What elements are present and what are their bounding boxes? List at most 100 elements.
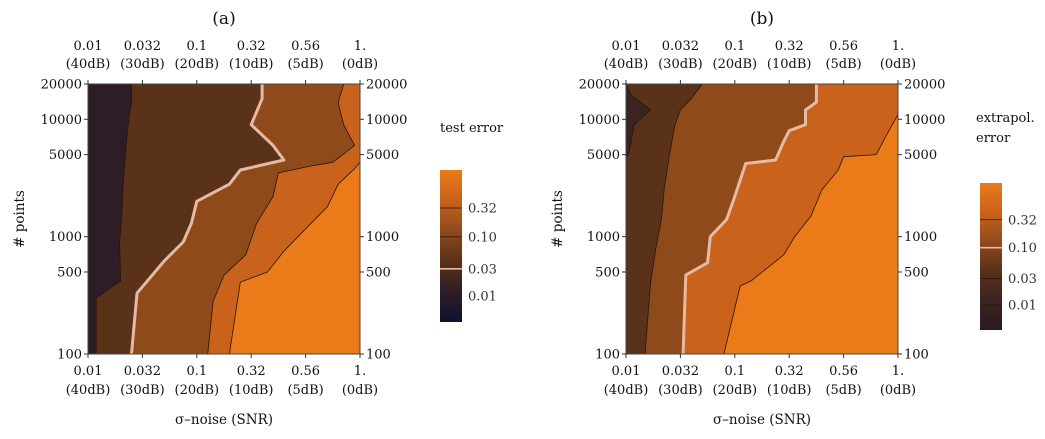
y-tick-label-left: 10000 <box>41 113 82 128</box>
x-tick-label-bottom: 1. <box>892 364 904 379</box>
contour-region <box>626 84 703 354</box>
x-tick-label-bottom: (0dB) <box>880 383 916 398</box>
x-tick-label-top: (5dB) <box>287 57 323 72</box>
y-tick-label-left: 1000 <box>587 230 620 245</box>
x-tick-label-top: (20dB) <box>713 57 758 72</box>
y-axis-title: # points <box>550 190 566 248</box>
x-tick-label-top: (10dB) <box>229 57 274 72</box>
panel-a: (a) 0.01 (40dB) 0.032 (30dB) 0.1 (20dB) 0.32 (10… <box>12 9 504 428</box>
x-tick-label-top: 0.032 <box>662 39 699 54</box>
plot-frame <box>625 83 899 355</box>
x-tick-label-bottom: 1. <box>354 364 366 379</box>
y-axis-title: # points <box>12 190 28 248</box>
x-tick-label-bottom: (5dB) <box>287 383 323 398</box>
x-tick-label-bottom: (40dB) <box>66 383 111 398</box>
x-tick-label-bottom: (10dB) <box>229 383 274 398</box>
colorbar: 0.32 0.10 0.03 0.01 extrapol. error <box>976 111 1037 330</box>
x-tick-label-top: (5dB) <box>825 57 861 72</box>
x-tick-label-top: (20dB) <box>175 57 220 72</box>
x-tick-label-bottom: (0dB) <box>342 383 378 398</box>
x-tick-label-bottom: 0.032 <box>662 364 699 379</box>
x-tick-label-top: 1. <box>354 39 366 54</box>
panel-label: (b) <box>750 9 774 29</box>
y-tick-label-left: 100 <box>57 348 82 363</box>
colorbar-bar <box>980 183 1002 330</box>
y-tick-label-left: 5000 <box>587 148 620 163</box>
contour-line <box>207 84 355 354</box>
x-tick-label-bottom: 0.1 <box>724 364 745 379</box>
colorbar-tick-label: 0.01 <box>1008 299 1037 314</box>
contour-line <box>723 114 898 354</box>
x-tick-label-top: 0.32 <box>775 39 804 54</box>
contour-line-highlighted <box>130 84 286 354</box>
x-tick-label-top: (0dB) <box>880 57 916 72</box>
contour-line <box>229 162 360 354</box>
contour-plot <box>626 84 898 354</box>
x-tick-label-bottom: (40dB) <box>604 383 649 398</box>
y-tick-label-right: 20000 <box>904 78 945 93</box>
x-tick-label-top: (40dB) <box>604 57 649 72</box>
x-tick-label-bottom: 0.1 <box>186 364 207 379</box>
contour-line <box>644 84 703 354</box>
x-tick-label-bottom: (10dB) <box>767 383 812 398</box>
x-tick-label-bottom: 0.032 <box>124 364 161 379</box>
colorbar-tick-label: 0.03 <box>468 262 497 277</box>
y-tick-label-left: 5000 <box>49 148 82 163</box>
colorbar-tick-label: 0.01 <box>468 290 497 305</box>
y-tick-label-right: 1000 <box>366 230 399 245</box>
x-tick-label-bottom: (5dB) <box>825 383 861 398</box>
y-tick-label-right: 1000 <box>904 230 937 245</box>
y-tick-label-left: 1000 <box>49 230 82 245</box>
y-tick-label-right: 100 <box>366 348 391 363</box>
colorbar-tick-label: 0.03 <box>1008 272 1037 287</box>
x-tick-label-bottom: 0.01 <box>74 364 103 379</box>
x-tick-label-top: 0.032 <box>124 39 161 54</box>
y-tick-label-right: 10000 <box>366 113 407 128</box>
x-tick-label-bottom: 0.32 <box>775 364 804 379</box>
colorbar-title: extrapol. <box>976 111 1035 126</box>
y-tick-label-right: 500 <box>904 265 929 280</box>
y-tick-label-left: 20000 <box>41 78 82 93</box>
colorbar: 0.32 0.10 0.03 0.01 test error <box>440 121 504 322</box>
x-tick-label-bottom: 0.01 <box>612 364 641 379</box>
x-tick-label-bottom: (30dB) <box>120 383 165 398</box>
colorbar-bar <box>440 170 462 322</box>
x-tick-label-bottom: 0.56 <box>829 364 858 379</box>
y-tick-label-left: 500 <box>595 265 620 280</box>
x-tick-label-top: 0.01 <box>612 39 641 54</box>
contour-region <box>626 84 651 157</box>
y-tick-label-left: 100 <box>595 348 620 363</box>
x-tick-label-bottom: (20dB) <box>175 383 220 398</box>
x-tick-label-top: 0.1 <box>724 39 745 54</box>
plot-frame <box>87 83 361 355</box>
y-tick-label-left: 10000 <box>579 113 620 128</box>
x-tick-label-top: 0.01 <box>74 39 103 54</box>
y-tick-label-left: 20000 <box>579 78 620 93</box>
x-axis-title: σ–noise (SNR) <box>175 412 273 428</box>
x-tick-label-bottom: (30dB) <box>658 383 703 398</box>
colorbar-title: error <box>976 131 1011 146</box>
x-tick-label-top: (40dB) <box>66 57 111 72</box>
x-tick-label-top: (10dB) <box>767 57 812 72</box>
y-tick-label-right: 5000 <box>904 148 937 163</box>
x-tick-label-bottom: (20dB) <box>713 383 758 398</box>
x-tick-label-top: 0.56 <box>829 39 858 54</box>
y-tick-label-right: 5000 <box>366 148 399 163</box>
contour-region <box>88 84 132 354</box>
panel-label: (a) <box>212 9 235 29</box>
x-tick-label-top: (30dB) <box>658 57 703 72</box>
colorbar-tick-label: 0.32 <box>1008 213 1037 228</box>
colorbar-title: test error <box>440 121 504 136</box>
colorbar-tick-label: 0.32 <box>468 202 497 217</box>
x-tick-label-top: (30dB) <box>120 57 165 72</box>
x-axis-title: σ–noise (SNR) <box>713 412 811 428</box>
y-tick-label-right: 10000 <box>904 113 945 128</box>
y-tick-label-right: 500 <box>366 265 391 280</box>
x-tick-label-top: 0.56 <box>291 39 320 54</box>
x-tick-label-top: (0dB) <box>342 57 378 72</box>
contour-line <box>626 84 651 158</box>
colorbar-tick-label: 0.10 <box>1008 241 1037 256</box>
contour-line <box>95 84 132 354</box>
contour-plot <box>88 84 360 354</box>
colorbar-tick-label: 0.10 <box>468 230 497 245</box>
